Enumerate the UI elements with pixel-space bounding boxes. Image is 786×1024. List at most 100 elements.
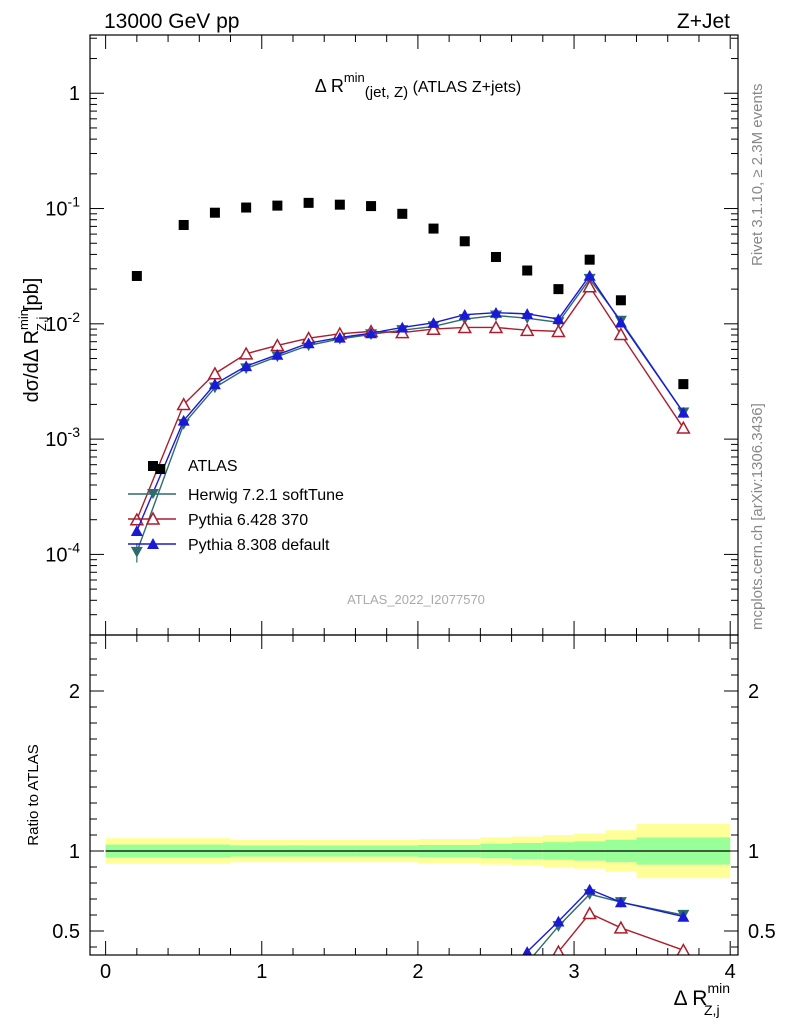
series-marker	[238, 346, 254, 360]
data-marker	[522, 265, 533, 276]
rivet-label: Rivet 3.1.10, ≥ 2.3M events	[749, 84, 766, 267]
y-label-sup: min	[16, 309, 31, 330]
mcplots-label: mcplots.cern.ch [arXiv:1306.3436]	[749, 403, 766, 630]
ratio-axis-ticks	[90, 642, 738, 948]
legend-pythia6-marker	[145, 511, 161, 525]
y-axis-label: dσ/dΔ Rmin Z,j [pb]	[16, 278, 49, 403]
ratio-panel: 0 1 2 3 4 2 2 1 1 0.5 0.5 Ratio to ATLAS Δ Rmin Z,j	[25, 634, 776, 1018]
ratio-tick-labels: 0 1 2 3 4 2 2 1 1 0.5 0.5	[52, 681, 776, 983]
series-marker	[488, 320, 504, 334]
legend-pythia6-label: Pythia 6.428 370	[188, 512, 308, 529]
ratio-bands	[105, 823, 731, 879]
ratio-series-layer	[522, 883, 691, 955]
main-panel: 110-110-210-310-4 Δ Rmin(jet, Z) (ATLAS …	[16, 34, 739, 955]
series-marker	[519, 322, 535, 337]
plot-title: Δ Rmin(jet, Z) (ATLAS Z+jets)	[315, 70, 521, 101]
y-tick-label: 10-3	[45, 424, 80, 451]
data-marker	[131, 270, 142, 281]
legend-data-label: ATLAS	[188, 458, 238, 475]
ratio-tick-label-left: 1	[69, 841, 80, 863]
ratio-marker	[676, 942, 691, 955]
data-marker	[178, 219, 189, 230]
data-marker	[584, 254, 595, 265]
series-line	[136, 285, 684, 520]
x-axis-label: Δ Rmin Z,j	[674, 980, 730, 1018]
ratio-marker	[552, 944, 565, 955]
data-marker	[272, 200, 283, 211]
y-tick-label: 10-1	[45, 194, 80, 221]
legend-data-marker	[148, 461, 158, 471]
series-marker	[583, 269, 596, 281]
series-marker	[208, 378, 221, 390]
series-marker	[551, 324, 566, 338]
data-marker	[615, 295, 626, 306]
series-marker	[427, 317, 440, 328]
ratio-marker	[583, 883, 596, 895]
series-marker	[207, 366, 223, 380]
plot-title-rest: (ATLAS Z+jets)	[408, 79, 521, 96]
series-marker	[489, 306, 502, 318]
series-marker	[552, 313, 565, 325]
ratio-marker	[582, 906, 597, 920]
legend-pythia8-label: Pythia 8.308 default	[188, 537, 330, 554]
ratio-marker	[552, 915, 565, 927]
series-marker	[458, 308, 471, 320]
data-marker	[334, 199, 345, 210]
ratio-frame	[89, 634, 739, 956]
data-marker	[553, 284, 564, 295]
series-marker	[426, 321, 441, 335]
x-label-sup: min	[707, 980, 730, 996]
series-marker	[365, 327, 378, 339]
legend-herwig-marker	[147, 489, 159, 499]
y-label-main: dσ/dΔ R	[21, 330, 43, 402]
y-tick-label: 10-2	[45, 309, 80, 336]
series-marker	[271, 348, 284, 360]
series-marker	[614, 316, 627, 328]
series-marker	[396, 321, 409, 333]
series-marker	[613, 327, 629, 341]
series-marker	[240, 360, 253, 372]
series-marker	[302, 337, 315, 349]
data-marker	[366, 201, 377, 212]
main-axis-ticks	[90, 35, 738, 955]
data-marker	[241, 202, 252, 213]
y-label-unit: [pb]	[21, 278, 43, 317]
x-tick-label: 0	[100, 961, 111, 983]
x-tick-label: 1	[256, 961, 267, 983]
series-marker	[521, 308, 534, 319]
series-marker	[582, 279, 597, 293]
y-tick-label: 10-4	[45, 539, 80, 566]
plot-title-sub: (jet, Z)	[365, 84, 408, 101]
plot-title-main: Δ R	[315, 76, 344, 96]
ratio-tick-label-right: 1	[748, 841, 759, 863]
x-label-sub: Z,j	[704, 1002, 720, 1018]
series-marker	[333, 331, 346, 343]
header-right: Z+Jet	[677, 10, 730, 33]
data-marker	[397, 208, 408, 219]
y-label-sub: Z,j	[34, 316, 49, 331]
x-tick-label: 4	[725, 961, 736, 983]
data-marker	[155, 464, 166, 475]
ratio-marker	[677, 910, 690, 922]
ratio-line	[557, 912, 684, 953]
x-label-main: Δ R	[674, 987, 708, 1010]
series-marker	[457, 320, 473, 334]
plot-title-sup: min	[344, 70, 365, 85]
main-tick-labels: 1 10-1 10-2 10-3 10-4	[45, 83, 80, 566]
ratio-marker	[522, 946, 533, 955]
x-tick-label: 2	[412, 961, 423, 983]
data-marker	[209, 207, 220, 218]
y-tick-label: 1	[69, 83, 80, 105]
ratio-tick-label-right: 0.5	[748, 921, 776, 943]
ratio-marker	[614, 896, 627, 908]
series-marker	[677, 406, 690, 418]
series-marker	[177, 414, 190, 426]
legend-herwig-label: Herwig 7.2.1 softTune	[188, 487, 344, 504]
main-series-layer	[129, 197, 691, 563]
ratio-tick-label-left: 0.5	[52, 921, 80, 943]
ratio-marker	[613, 920, 629, 934]
series-marker	[130, 525, 143, 536]
ratio-tick-label-left: 2	[69, 681, 80, 703]
ratio-series-clipped	[522, 883, 691, 955]
